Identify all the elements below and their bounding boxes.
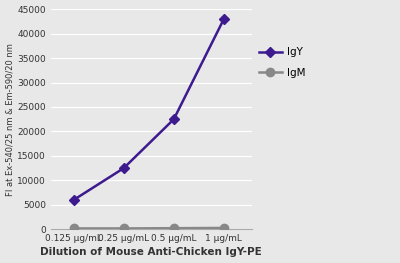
IgM <box>121 227 126 230</box>
IgM <box>71 227 76 230</box>
IgY <box>71 199 76 202</box>
IgY <box>222 17 226 21</box>
Line: IgY: IgY <box>70 15 228 204</box>
IgY <box>171 118 176 121</box>
Line: IgM: IgM <box>69 224 228 232</box>
X-axis label: Dilution of Mouse Anti-Chicken IgY-PE: Dilution of Mouse Anti-Chicken IgY-PE <box>40 247 262 257</box>
Y-axis label: FI at Ex-540/25 nm & Em-590/20 nm: FI at Ex-540/25 nm & Em-590/20 nm <box>6 43 14 196</box>
IgM <box>222 226 226 230</box>
IgY <box>121 167 126 170</box>
IgM <box>171 227 176 230</box>
Legend: IgY, IgM: IgY, IgM <box>259 47 305 78</box>
